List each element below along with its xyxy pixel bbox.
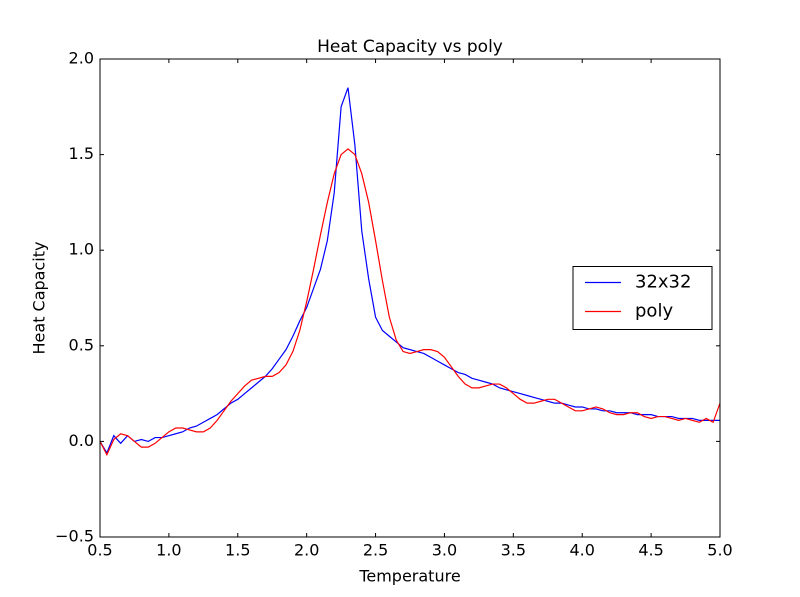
plot-area [100, 87, 720, 457]
y-axis-label: Heat Capacity [30, 242, 49, 355]
x-tick-label: 3.0 [432, 541, 457, 560]
legend-label: 32x32 [635, 272, 691, 293]
legend-box [572, 266, 713, 330]
x-tick-label: 3.5 [501, 541, 526, 560]
y-tick-label: 1.5 [69, 144, 94, 163]
x-axis-label: Temperature [358, 567, 460, 586]
series-line [100, 87, 720, 455]
chart-title: Heat Capacity vs poly [317, 37, 503, 57]
legend-label: poly [635, 301, 673, 322]
x-tick-label: 2.5 [363, 541, 388, 560]
y-tick-label: 2.0 [69, 49, 94, 68]
x-tick-label: 4.5 [638, 541, 663, 560]
y-tick-label: 0.5 [69, 335, 94, 354]
x-tick-label: 0.5 [87, 541, 112, 560]
series-line [100, 148, 720, 457]
x-tick-label: 1.0 [156, 541, 181, 560]
x-tick-label: 5.0 [707, 541, 732, 560]
x-tick-label: 2.0 [294, 541, 319, 560]
y-tick-label: −0.5 [55, 527, 94, 546]
x-tick-label: 1.5 [225, 541, 250, 560]
axes-frame [99, 58, 721, 538]
y-tick-label: 0.0 [69, 431, 94, 450]
x-tick-label: 4.0 [569, 541, 594, 560]
y-tick-label: 1.0 [69, 240, 94, 259]
